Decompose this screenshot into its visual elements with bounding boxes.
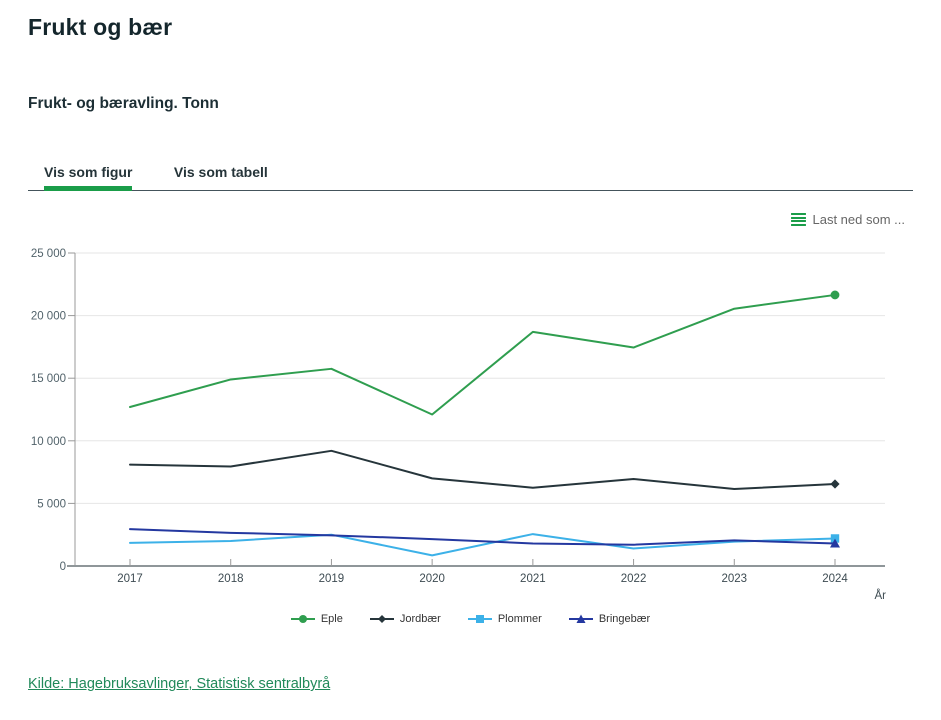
series-jordb-r-marker [830,479,840,489]
download-menu-label: Last ned som ... [812,212,906,227]
tab-bar: Vis som figur Vis som tabell [28,159,913,191]
series-line-bringeb-r [129,528,836,546]
legend-label-plommer: Plommer [497,613,542,625]
x-axis-label: 2020 [419,573,445,585]
legend-label-bringeb-r: Bringebær [598,613,651,625]
hamburger-menu-icon [790,213,806,226]
y-axis-label: 10 000 [31,436,66,448]
y-axis-label: 0 [60,561,66,573]
download-menu-button[interactable]: Last ned som ... [790,212,906,227]
x-axis-title: År [875,589,887,602]
y-axis-label: 15 000 [31,373,66,385]
x-axis-label: 2018 [218,573,244,585]
series-plommer-marker [830,534,840,543]
chart-subtitle: Frukt- og bæravling. Tonn [28,95,219,112]
x-axis-label: 2023 [721,573,747,585]
series-bringeb-r-marker [830,538,840,548]
series-line-eple [129,293,836,416]
series-line-plommer [129,533,836,557]
x-axis-label: 2021 [520,573,546,585]
series-eple-marker [830,290,840,300]
tab-vis-som-figur[interactable]: Vis som figur [44,159,133,191]
legend-label-eple: Eple [320,613,343,625]
legend-item-plommer[interactable]: Plommer [467,613,542,625]
legend-diamond-marker-icon [369,615,394,623]
legend-item-jordb-r[interactable]: Jordbær [369,613,441,625]
legend-circle-marker-icon [290,615,315,623]
legend-item-eple[interactable]: Eple [290,613,343,625]
legend-label-jordb-r: Jordbær [399,613,441,625]
y-axis-label: 25 000 [31,248,66,260]
chart-legend: Eple Jordbær Plommer Bringebær [0,613,941,625]
tab-vis-som-tabell[interactable]: Vis som tabell [173,164,268,180]
legend-square-marker-icon [467,615,492,623]
x-axis-label: 2019 [319,573,345,585]
series-line-jordb-r [129,449,836,491]
legend-item-bringeb-r[interactable]: Bringebær [568,613,651,625]
source-link[interactable]: Kilde: Hagebruksavlinger, Statistisk sen… [28,676,331,692]
x-axis-label: 2017 [117,573,143,585]
page-title: Frukt og bær [28,14,173,40]
x-axis-label: 2022 [621,573,647,585]
x-axis-label: 2024 [822,573,848,585]
y-axis-label: 5 000 [37,498,66,510]
legend-triangle-marker-icon [568,614,593,623]
line-chart: 0 5 000 10 000 15 000 20 000 25 000 2017 2018 20… [31,248,887,602]
y-axis-label: 20 000 [31,311,66,323]
